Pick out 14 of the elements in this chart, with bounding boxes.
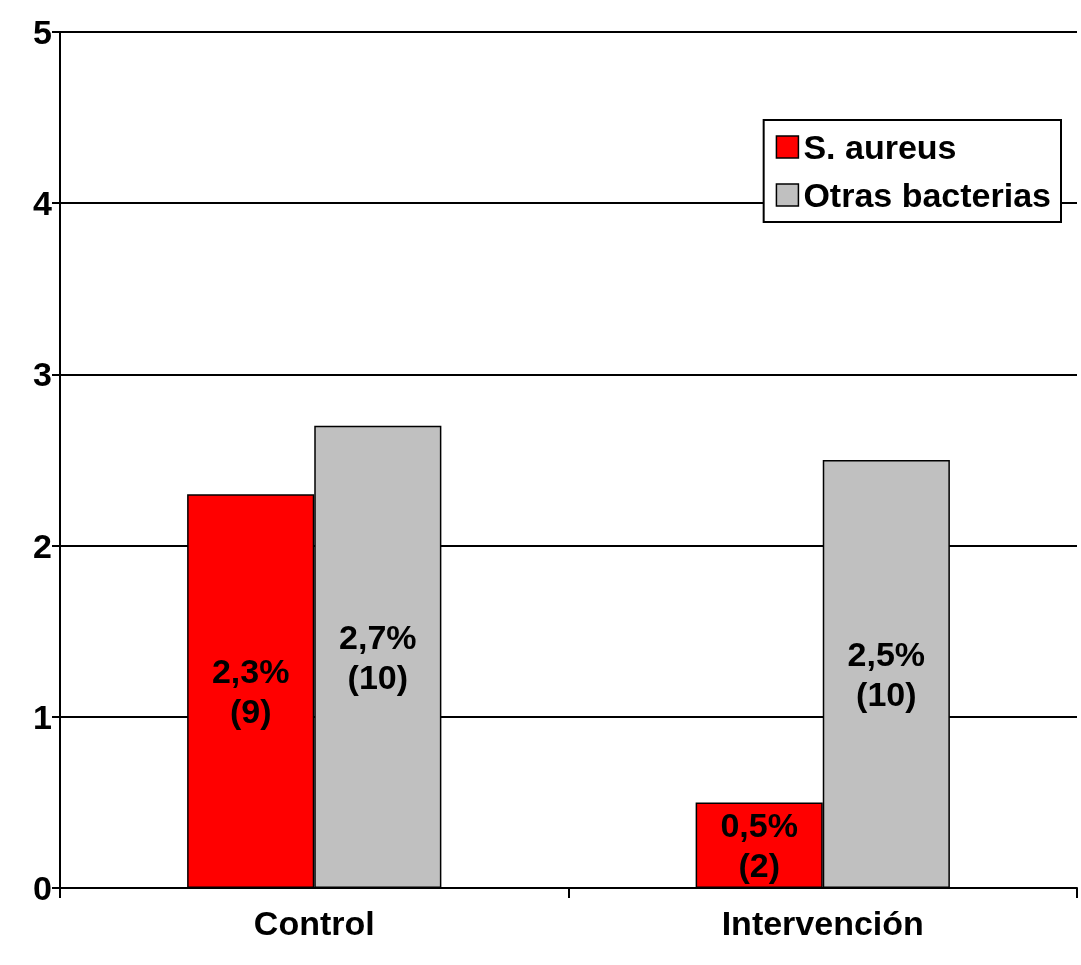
legend-label: S. aureus [803,128,957,166]
data-label: 2,3% (9) [211,652,290,731]
x-tick-label: Control [253,904,375,942]
data-label: 0,5% (2) [720,806,798,885]
y-tick-label: 1 [33,697,52,736]
y-tick-label: 5 [33,13,52,51]
y-tick-label: 2 [33,526,52,565]
legend-label: Otras bacterias [803,176,1052,214]
x-tick-label: Intervención [721,904,924,942]
data-label: 2,5% (10) [847,635,926,713]
y-tick-label: 0 [33,869,52,907]
y-tick-label: 3 [33,355,52,394]
data-label: 2,7% (10) [339,617,417,696]
y-tick-label: 4 [33,184,53,223]
